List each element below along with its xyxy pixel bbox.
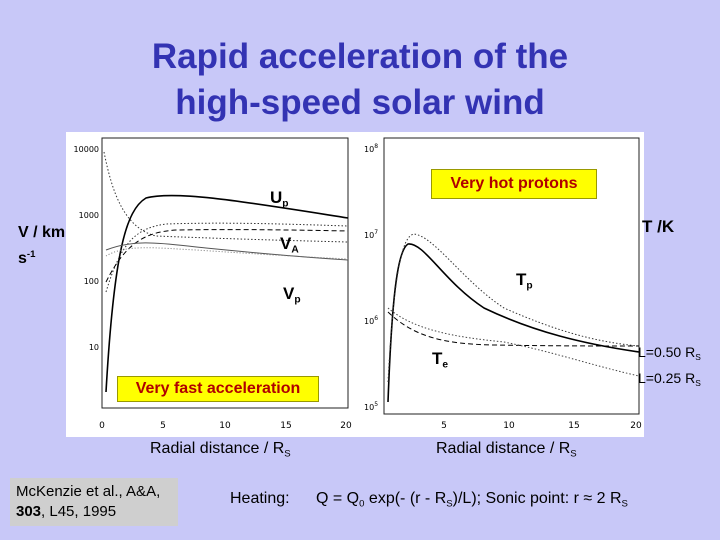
- right-curve-te-dotted: [387, 307, 640, 377]
- right-ytick-2: 107: [364, 229, 378, 240]
- label-va-sub: A: [291, 244, 299, 256]
- left-x-caption-sub: S: [284, 448, 291, 460]
- legend-item-050-text: L=0.50 R: [638, 344, 696, 360]
- label-up-sub: p: [282, 198, 289, 210]
- legend-item-050: L=0.50 RS: [638, 344, 701, 362]
- left-xtick-3: 10: [219, 421, 231, 431]
- left-plot-svg: 10000 1000 100 10 0 5 10 15 20: [74, 137, 352, 431]
- left-ytick-3: 100: [84, 277, 99, 286]
- right-callout-box: Very hot protons: [431, 169, 597, 199]
- slide-title: Rapid acceleration of the high-speed sol…: [0, 34, 720, 126]
- left-callout-box: Very fast acceleration: [117, 376, 319, 402]
- right-ytick-1: 108: [364, 143, 378, 154]
- legend-item-025: L=0.25 RS: [638, 370, 701, 388]
- left-curve-up-solid: [105, 194, 349, 393]
- label-te-sub: e: [442, 359, 449, 371]
- label-te-main: T: [432, 349, 443, 368]
- left-x-caption-text: Radial distance / R: [150, 440, 285, 457]
- left-ytick-1: 10000: [74, 145, 99, 154]
- right-xtick-4: 20: [630, 421, 642, 431]
- left-xtick-5: 20: [340, 421, 352, 431]
- reference-box: McKenzie et al., A&A, 303, L45, 1995: [10, 478, 178, 526]
- heating-eq-b-sub: S: [446, 498, 453, 510]
- label-tp-sub: p: [526, 280, 533, 292]
- heating-eq-c: )/L); Sonic point: r ≈ 2 R: [452, 490, 622, 507]
- right-ytick-4: 105: [364, 401, 378, 412]
- reference-rest: , L45, 1995: [41, 503, 117, 520]
- left-y-unit-exp: -1: [26, 249, 36, 260]
- left-curve-va: [105, 242, 349, 261]
- reference-volume: 303: [16, 503, 42, 520]
- left-curve-dotted-1: [103, 151, 349, 243]
- left-ytick-2: 1000: [79, 211, 99, 220]
- right-plot-svg: 108 107 106 105 5 10 15 20: [364, 137, 642, 431]
- right-x-caption: Radial distance / RS: [436, 440, 577, 459]
- left-xtick-4: 15: [280, 421, 291, 431]
- right-y-axis-label: T /K: [642, 217, 675, 236]
- left-xtick-2: 5: [160, 421, 166, 431]
- right-x-caption-sub: S: [570, 448, 577, 460]
- label-va: VA: [280, 234, 299, 256]
- right-xtick-3: 15: [568, 421, 579, 431]
- legend-item-050-sub: S: [695, 351, 701, 362]
- heating-eq-a: Q = Q: [316, 490, 360, 507]
- heating-eq-a-sub: 0: [359, 498, 365, 510]
- right-xtick-1: 5: [441, 421, 447, 431]
- reference-line-2: 303, L45, 1995: [16, 502, 172, 522]
- heating-label: Heating:: [230, 490, 290, 507]
- right-curve-tp-dotted: [387, 233, 640, 383]
- label-up-main: U: [270, 188, 283, 207]
- heating-eq-b: exp(- (r - R: [364, 490, 447, 507]
- left-curve-dashed: [105, 229, 349, 283]
- heating-eq-c-sub: S: [621, 498, 628, 510]
- right-curve-tp-solid: [387, 243, 640, 403]
- label-va-main: V: [280, 234, 292, 253]
- left-xtick-1: 0: [99, 421, 105, 431]
- legend-item-025-sub: S: [695, 377, 701, 388]
- right-x-caption-text: Radial distance / R: [436, 440, 571, 457]
- label-up: Up: [270, 188, 289, 210]
- left-curve-dotted-2: [105, 222, 349, 293]
- left-y-unit: s-1: [18, 244, 65, 270]
- title-line-1: Rapid acceleration of the: [151, 37, 569, 76]
- left-y-label-text: V / km: [18, 224, 66, 241]
- right-ytick-3: 106: [364, 315, 378, 326]
- label-te: Te: [432, 349, 448, 371]
- right-xtick-2: 10: [503, 421, 515, 431]
- title-line-2: high-speed solar wind: [175, 83, 545, 122]
- left-x-caption: Radial distance / RS: [150, 440, 291, 459]
- left-curve-vp: [105, 247, 349, 260]
- left-ytick-4: 10: [89, 343, 99, 352]
- legend-item-025-text: L=0.25 R: [638, 370, 696, 386]
- label-vp-sub: p: [294, 294, 301, 306]
- left-y-unit-base: s: [18, 249, 27, 267]
- label-vp-main: V: [283, 284, 295, 303]
- left-y-axis-label: V / km s-1: [18, 222, 65, 270]
- label-vp: Vp: [283, 284, 301, 306]
- label-tp: Tp: [516, 270, 533, 292]
- right-curve-te-dashed: [387, 311, 640, 347]
- label-tp-main: T: [516, 270, 527, 289]
- heating-equation: Q = Q0 exp(- (r - RS)/L); Sonic point: r…: [316, 490, 628, 509]
- reference-line-1: McKenzie et al., A&A,: [16, 483, 161, 500]
